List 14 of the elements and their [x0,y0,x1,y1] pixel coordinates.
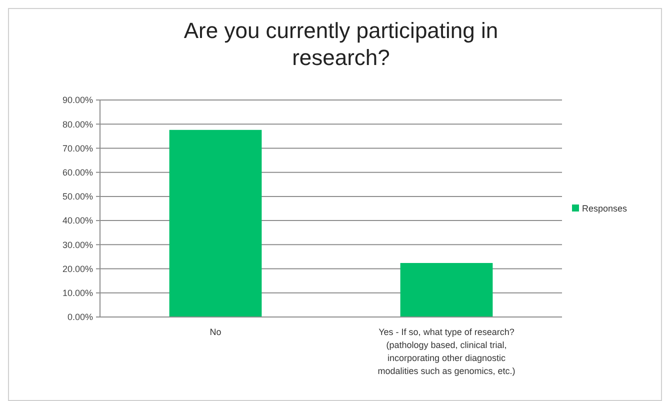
y-tick-label: 70.00% [62,143,93,154]
chart-title: Are you currently participating in research? [184,18,498,70]
y-tick-label: 30.00% [62,240,93,250]
y-tick-label: 60.00% [62,167,93,178]
y-tick-label: 40.00% [62,216,93,226]
x-tick-label: Yes - If so, what type of research? (pathology based, clinical trial, incorporating other diagnostic modalities such as genomics, etc.) [378,327,516,376]
x-tick-label: No [210,327,222,337]
legend-label: Responses [582,204,628,214]
y-tick-label: 90.00% [62,95,93,106]
y-tick-label: 50.00% [62,192,93,202]
y-tick-label: 0.00% [67,312,93,322]
y-tick-label: 20.00% [62,264,93,274]
y-tick-label: 80.00% [62,119,93,130]
y-tick-label: 10.00% [62,288,93,298]
